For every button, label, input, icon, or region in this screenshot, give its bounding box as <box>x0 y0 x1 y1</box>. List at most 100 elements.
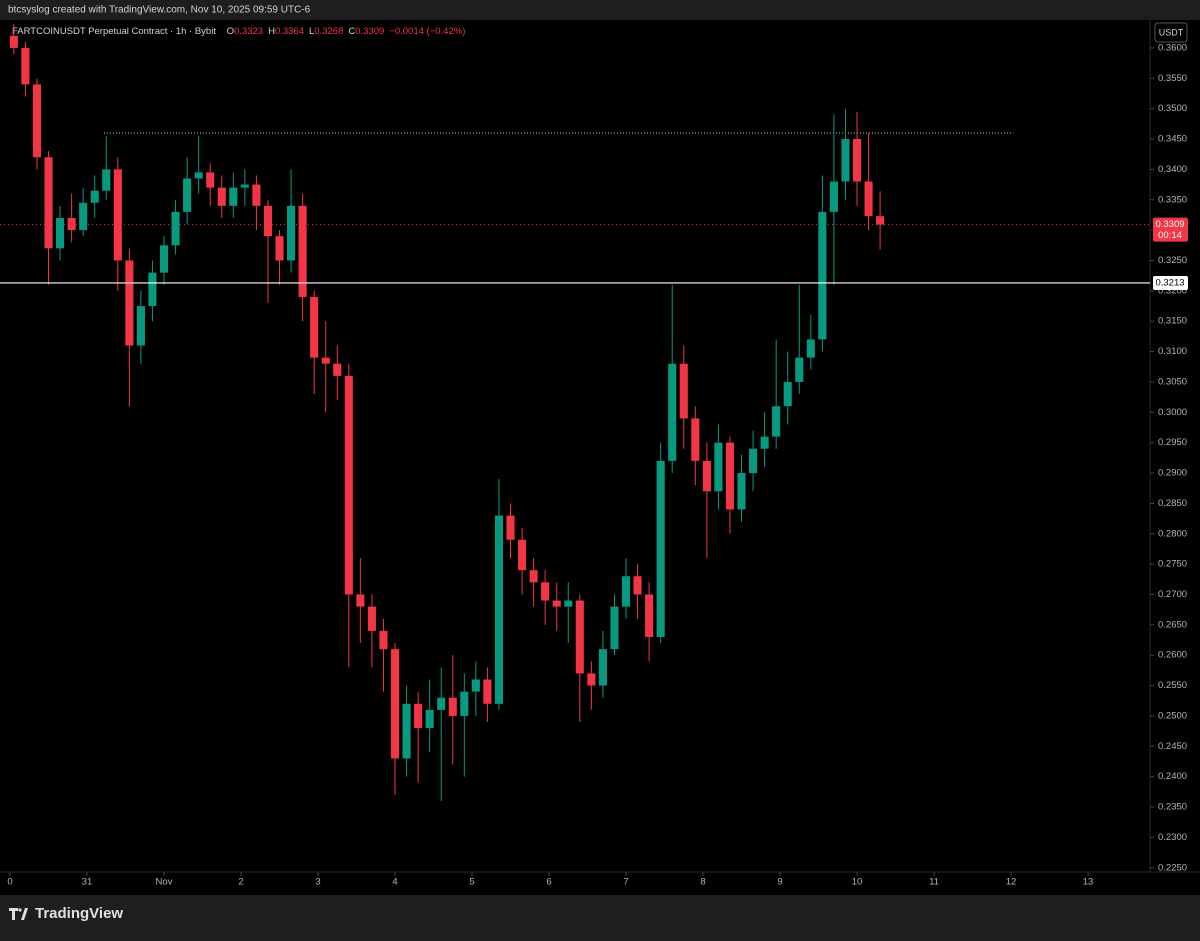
candle-body <box>44 157 53 249</box>
candle-body <box>818 211 827 340</box>
legend: FARTCOINUSDT Perpetual Contract · 1h · B… <box>12 26 465 37</box>
y-tick-label: 0.3100 <box>1158 346 1187 357</box>
candle-body <box>725 442 735 510</box>
countdown: 00:14 <box>1158 230 1182 241</box>
attribution: btcsyslog created with TradingView.com, … <box>8 5 311 16</box>
ohlc-value: 0.3268 <box>314 26 343 37</box>
candle-body <box>321 357 330 364</box>
candle-body <box>425 709 434 729</box>
ohlc-key: O <box>227 26 234 37</box>
symbol: FARTCOINUSDT Perpetual Contract · 1h · B… <box>12 26 216 37</box>
candle-body <box>102 169 111 191</box>
candle-body <box>587 673 596 686</box>
candle-body <box>275 236 284 261</box>
candle-body <box>621 576 631 607</box>
candle-body <box>414 703 423 729</box>
candle-body <box>367 606 376 631</box>
candle-body <box>852 139 862 182</box>
candle-body <box>610 606 619 650</box>
support-label-box <box>1153 275 1188 290</box>
candle-body <box>298 205 307 297</box>
candle-body <box>575 600 584 674</box>
candle-body <box>356 594 365 607</box>
candle-body <box>402 703 411 759</box>
y-tick-label: 0.2600 <box>1158 650 1187 661</box>
candle-body <box>9 35 18 48</box>
y-tick-label: 0.3450 <box>1158 134 1187 145</box>
y-tick-label: 0.3050 <box>1158 376 1187 387</box>
candle-body <box>79 202 88 231</box>
y-tick-label: 0.2650 <box>1158 619 1187 630</box>
candle-body <box>113 169 122 261</box>
brand-logo <box>9 908 28 920</box>
candle-body <box>737 473 746 510</box>
candle-body <box>656 460 665 637</box>
candle-body <box>90 190 99 203</box>
candle-body <box>633 576 642 595</box>
candle-body <box>749 448 758 474</box>
logo-icon <box>9 908 28 920</box>
ohlc-value: 0.3364 <box>275 26 304 37</box>
x-tick-label: Nov <box>156 877 173 888</box>
candle-body <box>460 691 469 716</box>
candle-body <box>783 381 792 407</box>
y-tick-label: 0.3500 <box>1158 103 1187 114</box>
y-tick-label: 0.2750 <box>1158 559 1187 570</box>
y-tick-label: 0.2400 <box>1158 771 1187 782</box>
x-tick-label: 4 <box>392 877 397 888</box>
y-tick-label: 0.3600 <box>1158 42 1187 53</box>
y-tick-label: 0.3400 <box>1158 164 1187 175</box>
candle-body <box>483 679 492 704</box>
candle-body <box>829 181 838 212</box>
ohlc-key: H <box>268 26 275 37</box>
y-tick-label: 0.2700 <box>1158 589 1187 600</box>
candle-body <box>240 184 249 188</box>
candle-body <box>714 442 723 492</box>
x-tick-label: 12 <box>1006 877 1017 888</box>
candle-body <box>864 181 873 217</box>
y-tick-label: 0.2550 <box>1158 680 1187 691</box>
currency[interactable]: USDT <box>1159 27 1184 37</box>
candle-body <box>206 172 215 188</box>
candle-body <box>494 515 504 704</box>
y-tick-label: 0.3000 <box>1158 407 1187 418</box>
candle-body <box>471 679 480 692</box>
y-tick-label: 0.2950 <box>1158 437 1187 448</box>
candle-body <box>344 375 353 595</box>
candle-body <box>136 306 145 346</box>
candle-body <box>564 600 573 607</box>
x-tick-label: 5 <box>469 877 474 888</box>
candle-body <box>598 649 607 686</box>
x-tick-label: 8 <box>700 877 705 888</box>
ohlc-value: 0.3323 <box>234 26 263 37</box>
candle-body <box>541 582 550 601</box>
y-tick-label: 0.3350 <box>1158 194 1187 205</box>
y-tick-label: 0.2250 <box>1158 862 1187 873</box>
candle-body <box>263 205 273 237</box>
currency-button[interactable] <box>1154 22 1188 43</box>
candle-body <box>125 260 134 346</box>
candle-body <box>287 205 296 261</box>
x-tick-label: 9 <box>777 877 782 888</box>
x-tick-label: 6 <box>546 877 551 888</box>
y-tick-label: 0.2900 <box>1158 468 1187 479</box>
candle-body <box>448 697 457 716</box>
candle-body <box>390 649 400 759</box>
y-tick-label: 0.2850 <box>1158 498 1187 509</box>
candle-body <box>379 630 388 650</box>
change: −0.0014 (−0.42%) <box>389 26 465 37</box>
y-tick-label: 0.2500 <box>1158 710 1187 721</box>
candle-body <box>32 84 42 158</box>
candle-body <box>171 211 180 246</box>
x-tick-label: 0 <box>7 877 12 888</box>
candle-body <box>506 515 515 540</box>
last-price-label: 0.3309 <box>1155 219 1184 230</box>
candle-body <box>841 139 850 182</box>
x-tick-label: 2 <box>238 877 243 888</box>
candle-body <box>194 172 203 179</box>
y-tick-label: 0.2800 <box>1158 528 1187 539</box>
y-tick-label: 0.3550 <box>1158 73 1187 84</box>
candle-body <box>518 539 527 571</box>
